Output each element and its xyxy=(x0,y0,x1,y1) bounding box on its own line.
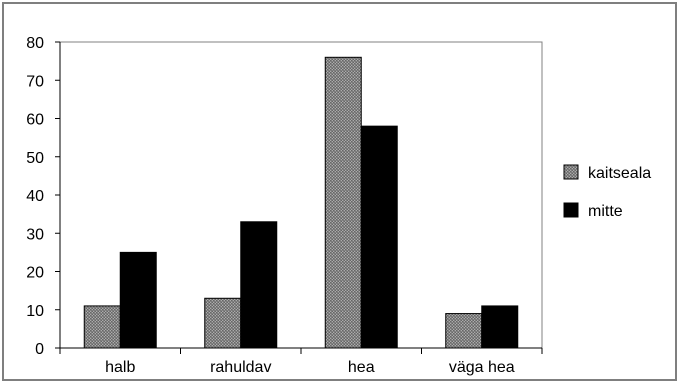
legend-swatch-mitte xyxy=(563,202,579,218)
y-axis: 0 10 20 30 40 50 60 70 80 xyxy=(26,35,61,358)
x-tick-label: halb xyxy=(105,359,135,376)
x-tick-label: väga hea xyxy=(449,359,515,376)
bar-kaitseala-hea xyxy=(324,56,362,349)
legend: kaitseala mitte xyxy=(563,164,651,220)
x-tick-label: rahuldav xyxy=(210,359,271,376)
legend-swatch-kaitseala xyxy=(563,164,579,180)
bar-kaitseala-halb xyxy=(83,305,121,349)
x-tick-label: hea xyxy=(348,359,375,376)
y-tick-label: 10 xyxy=(26,303,44,320)
bar-mitte-hea xyxy=(360,125,398,349)
y-tick-label: 0 xyxy=(35,341,44,358)
bar-kaitseala-väga-hea xyxy=(445,313,483,349)
legend-label-kaitseala: kaitseala xyxy=(588,165,651,182)
y-tick-label: 70 xyxy=(26,73,44,90)
bar-kaitseala-rahuldav xyxy=(204,297,242,349)
y-tick-label: 40 xyxy=(26,188,44,205)
y-tick-label: 80 xyxy=(26,35,44,52)
y-tick-label: 60 xyxy=(26,112,44,129)
y-tick-label: 20 xyxy=(26,265,44,282)
y-tick-label: 30 xyxy=(26,226,44,243)
bar-mitte-halb xyxy=(119,251,157,349)
y-tick-label: 50 xyxy=(26,150,44,167)
legend-label-mitte: mitte xyxy=(588,203,623,220)
bars xyxy=(83,56,519,349)
bar-mitte-väga-hea xyxy=(481,305,519,349)
bar-mitte-rahuldav xyxy=(240,221,278,349)
